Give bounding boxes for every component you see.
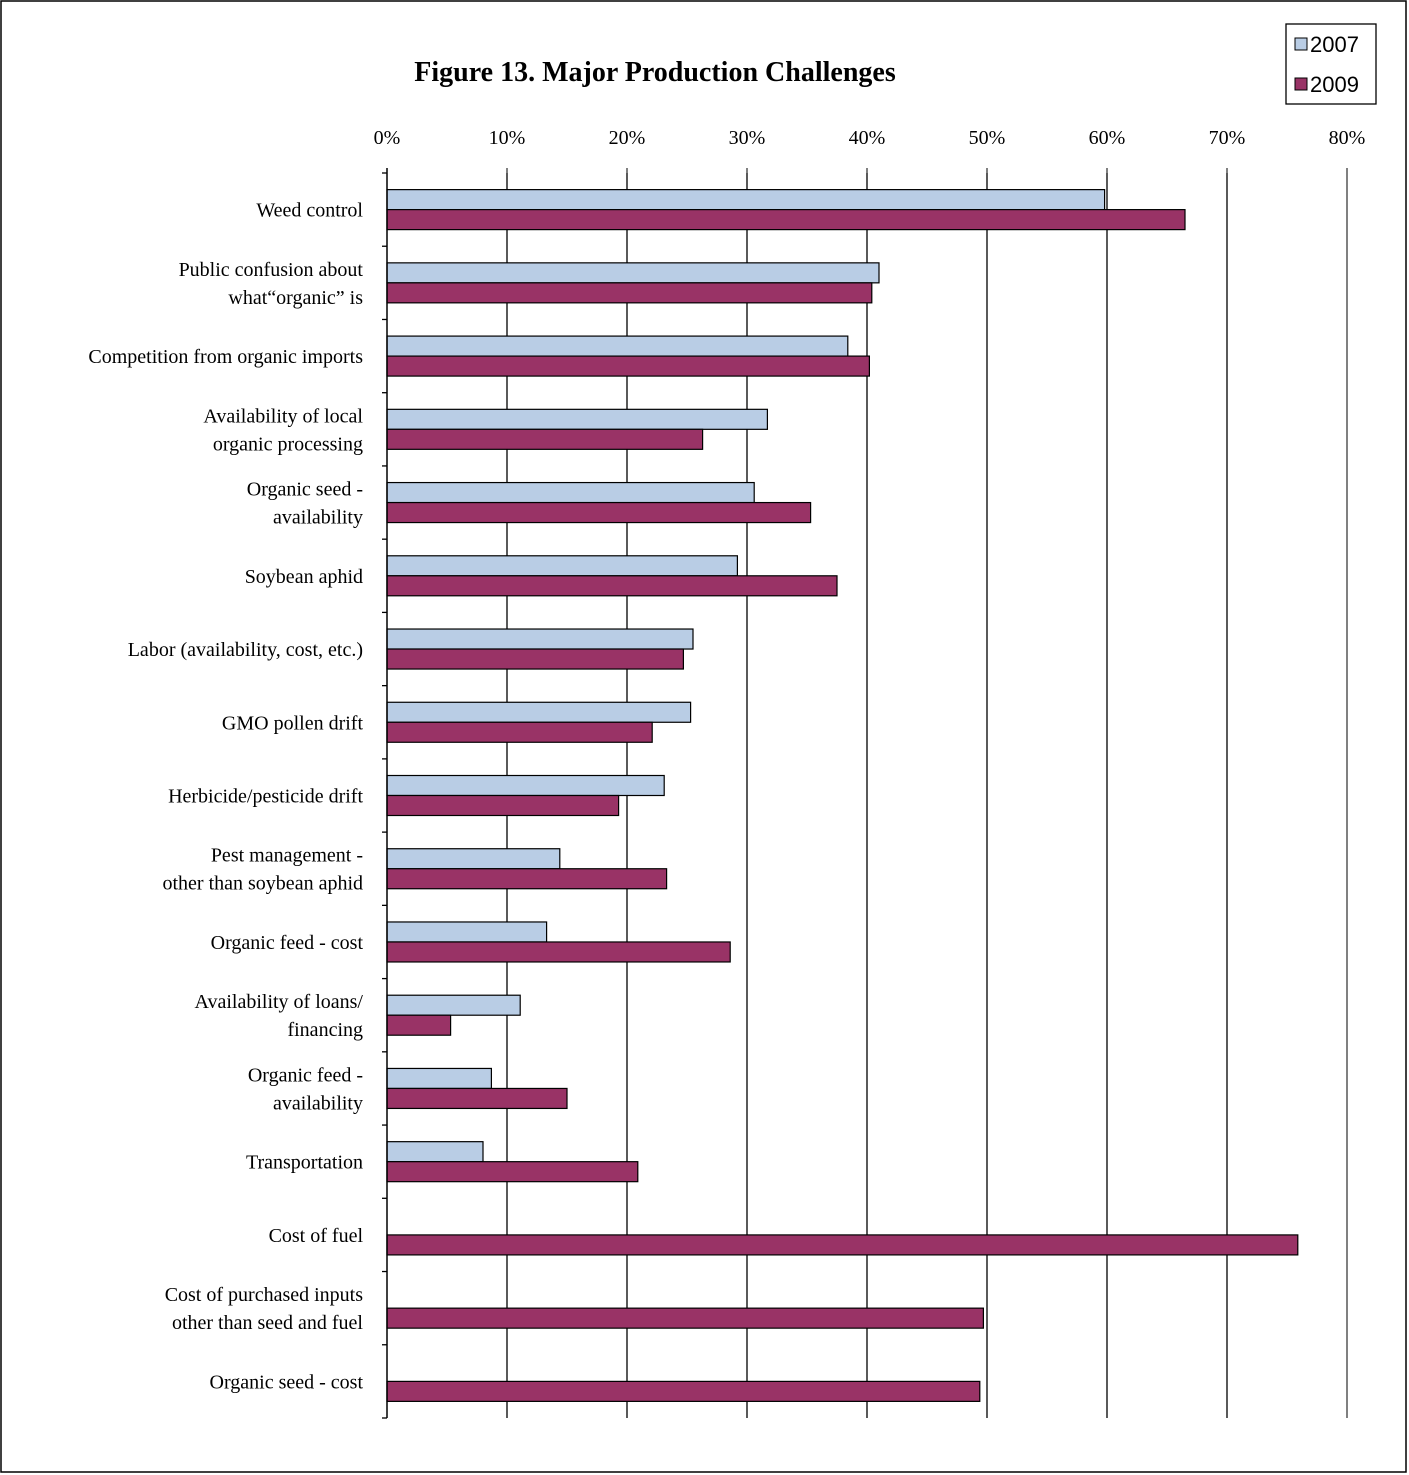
category-label: Availability of loans/ bbox=[195, 991, 364, 1013]
legend: 2007 2009 bbox=[1285, 23, 1377, 105]
bar-2007 bbox=[386, 628, 694, 650]
bar-2009 bbox=[386, 721, 653, 743]
legend-label-2009: 2009 bbox=[1310, 72, 1359, 97]
bar-2007 bbox=[386, 335, 849, 357]
legend-label-2007: 2007 bbox=[1310, 32, 1359, 57]
category-label: Labor (availability, cost, etc.) bbox=[128, 639, 363, 661]
bar-2009 bbox=[386, 1307, 985, 1329]
bar-2009 bbox=[386, 648, 684, 670]
category-label: Competition from organic imports bbox=[88, 346, 363, 368]
bar-2007 bbox=[386, 1067, 493, 1090]
category-label: Cost of fuel bbox=[269, 1225, 364, 1247]
chart-title: Figure 13. Major Production Challenges bbox=[414, 57, 896, 88]
bar-2009 bbox=[386, 868, 668, 890]
bar-2009 bbox=[386, 1087, 568, 1110]
category-label: Transportation bbox=[246, 1152, 363, 1174]
category-label: availability bbox=[273, 1092, 363, 1114]
legend-swatch-2007 bbox=[1294, 37, 1308, 51]
bar-2007 bbox=[386, 774, 665, 797]
bar-2007 bbox=[386, 701, 692, 723]
bar-2007 bbox=[386, 555, 738, 577]
plot-area: 0% 10% 20% 30% 40% 50% 60% 70% 80% Weed control Pu… bbox=[88, 127, 1366, 1419]
bar-2009 bbox=[386, 1380, 981, 1402]
bar-2009 bbox=[386, 282, 873, 304]
category-label: Organic feed - bbox=[248, 1064, 363, 1086]
bar-2009 bbox=[386, 1014, 452, 1036]
x-tick-label: 0% bbox=[374, 127, 401, 149]
category-label: availability bbox=[273, 507, 363, 529]
category-label: Organic feed - cost bbox=[211, 932, 364, 954]
bar-2009 bbox=[386, 355, 870, 377]
category-label: other than seed and fuel bbox=[172, 1312, 363, 1334]
bar-2007 bbox=[386, 408, 768, 430]
bar-2007 bbox=[386, 262, 880, 284]
bar-2009 bbox=[386, 209, 1186, 231]
legend-swatch-2009 bbox=[1294, 77, 1308, 91]
category-label: Pest management - bbox=[211, 845, 363, 867]
x-tick-label: 30% bbox=[729, 127, 766, 149]
bar-2007 bbox=[386, 848, 561, 870]
category-label: Organic seed - cost bbox=[210, 1371, 364, 1393]
bar-2007 bbox=[386, 1141, 484, 1163]
x-tick-label: 80% bbox=[1329, 127, 1366, 149]
x-tick-label: 20% bbox=[609, 127, 646, 149]
bar-2009 bbox=[386, 794, 620, 817]
category-label: other than soybean aphid bbox=[163, 873, 364, 895]
category-label: Weed control bbox=[256, 200, 363, 222]
bar-2009 bbox=[386, 428, 704, 450]
category-label: organic processing bbox=[213, 433, 363, 455]
bar-2007 bbox=[386, 189, 1106, 211]
x-tick-label: 10% bbox=[489, 127, 526, 149]
bar-2009 bbox=[386, 575, 838, 597]
bar-2009 bbox=[386, 1161, 639, 1183]
bar-2007 bbox=[386, 994, 521, 1016]
category-label: Availability of local bbox=[203, 405, 363, 427]
x-tick-label: 70% bbox=[1209, 127, 1246, 149]
bar-2009 bbox=[386, 1234, 1299, 1256]
category-label: Organic seed - bbox=[247, 479, 363, 501]
bar-2009 bbox=[386, 941, 731, 963]
category-label: Cost of purchased inputs bbox=[165, 1284, 364, 1306]
category-label: what“organic” is bbox=[228, 287, 363, 309]
x-tick-label: 60% bbox=[1089, 127, 1126, 149]
category-label: Public confusion about bbox=[179, 259, 364, 281]
bar-2009 bbox=[386, 501, 812, 524]
legend-box bbox=[1285, 23, 1377, 105]
category-label: financing bbox=[287, 1019, 363, 1041]
x-tick-label: 40% bbox=[849, 127, 886, 149]
bar-2007 bbox=[386, 921, 548, 943]
category-label: Herbicide/pesticide drift bbox=[168, 786, 363, 808]
x-tick-label: 50% bbox=[969, 127, 1006, 149]
category-label: GMO pollen drift bbox=[222, 712, 364, 734]
bar-2007 bbox=[386, 481, 755, 504]
category-label: Soybean aphid bbox=[245, 566, 363, 588]
